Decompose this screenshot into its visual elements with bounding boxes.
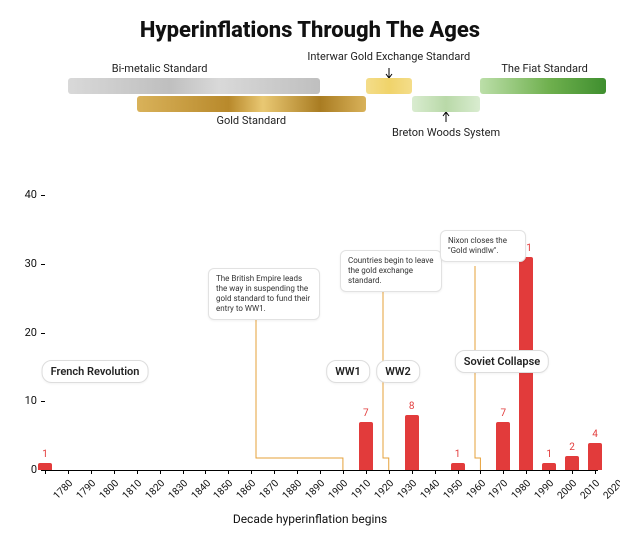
- era-label: Breton Woods System: [392, 126, 500, 139]
- x-tick-label: 1860: [235, 478, 259, 502]
- x-tick-label: 1930: [395, 478, 419, 502]
- era-arrow-icon: [442, 112, 450, 126]
- era-bar: [366, 78, 412, 94]
- x-tick-label: 1800: [97, 478, 121, 502]
- x-tick-label: 1820: [143, 478, 167, 502]
- annotation-box: Nixon closes the "Gold windlw".: [440, 230, 526, 262]
- bar-value-label: 7: [363, 408, 369, 419]
- event-pill: WW2: [376, 360, 420, 383]
- annotation-box: Countries begin to leave the gold exchan…: [340, 250, 442, 292]
- bar: [359, 422, 373, 470]
- x-tick-label: 1870: [258, 478, 282, 502]
- era-bar: [480, 78, 606, 94]
- bar: [451, 463, 465, 470]
- bar: [588, 443, 602, 471]
- x-tick-label: 2010: [579, 478, 603, 502]
- bar-value-label: 4: [592, 429, 598, 440]
- era-label: The Fiat Standard: [501, 62, 587, 75]
- era-bar: [68, 78, 320, 94]
- era-bar: [137, 96, 366, 112]
- bar: [565, 456, 579, 470]
- x-tick-label: 1880: [281, 478, 305, 502]
- page-title: Hyperinflations Through The Ages: [0, 18, 620, 43]
- bar: [542, 463, 556, 470]
- annotation-box: The British Empire leads the way in susp…: [208, 268, 320, 320]
- y-tick-label: 0: [15, 463, 37, 476]
- bar: [405, 415, 419, 470]
- x-tick-label: 1850: [212, 478, 236, 502]
- bar: [496, 422, 510, 470]
- event-pill: Soviet Collapse: [455, 350, 549, 373]
- x-tick-label: 1940: [418, 478, 442, 502]
- bar-value-label: 7: [501, 408, 507, 419]
- event-pill: French Revolution: [42, 360, 149, 383]
- y-tick-label: 20: [15, 326, 37, 339]
- x-tick-label: 1780: [52, 478, 76, 502]
- x-tick-label: 1980: [510, 478, 534, 502]
- y-tick-label: 40: [15, 188, 37, 201]
- era-label: Gold Standard: [216, 114, 286, 127]
- x-tick-label: 1970: [487, 478, 511, 502]
- bar-value-label: 2: [569, 442, 575, 453]
- event-pill: WW1: [326, 360, 370, 383]
- x-tick-label: 1810: [120, 478, 144, 502]
- x-tick-label: 1890: [304, 478, 328, 502]
- era-label: Interwar Gold Exchange Standard: [307, 50, 470, 63]
- x-tick-label: 1920: [372, 478, 396, 502]
- era-arrow-icon: [385, 64, 393, 78]
- era-label: Bi-metalic Standard: [112, 62, 208, 75]
- chart-stage: Hyperinflations Through The Ages Bi-meta…: [0, 0, 620, 542]
- x-axis-label: Decade hyperinflation begins: [0, 512, 620, 526]
- x-tick-label: 1950: [441, 478, 465, 502]
- x-tick-label: 1840: [189, 478, 213, 502]
- x-tick-label: 2020: [602, 478, 620, 502]
- era-bar: [412, 96, 481, 112]
- x-tick-label: 1960: [464, 478, 488, 502]
- y-tick-label: 10: [15, 394, 37, 407]
- bar-value-label: 1: [42, 449, 48, 460]
- bar-value-label: 1: [455, 449, 461, 460]
- bar-value-label: 1: [546, 449, 552, 460]
- x-tick-label: 1910: [349, 478, 373, 502]
- x-tick-label: 1990: [533, 478, 557, 502]
- x-tick-label: 2000: [556, 478, 580, 502]
- y-tick-label: 30: [15, 257, 37, 270]
- x-tick-label: 1790: [74, 478, 98, 502]
- bar-value-label: 8: [409, 401, 415, 412]
- bar: [38, 463, 52, 470]
- x-tick-label: 1900: [327, 478, 351, 502]
- x-tick-label: 1830: [166, 478, 190, 502]
